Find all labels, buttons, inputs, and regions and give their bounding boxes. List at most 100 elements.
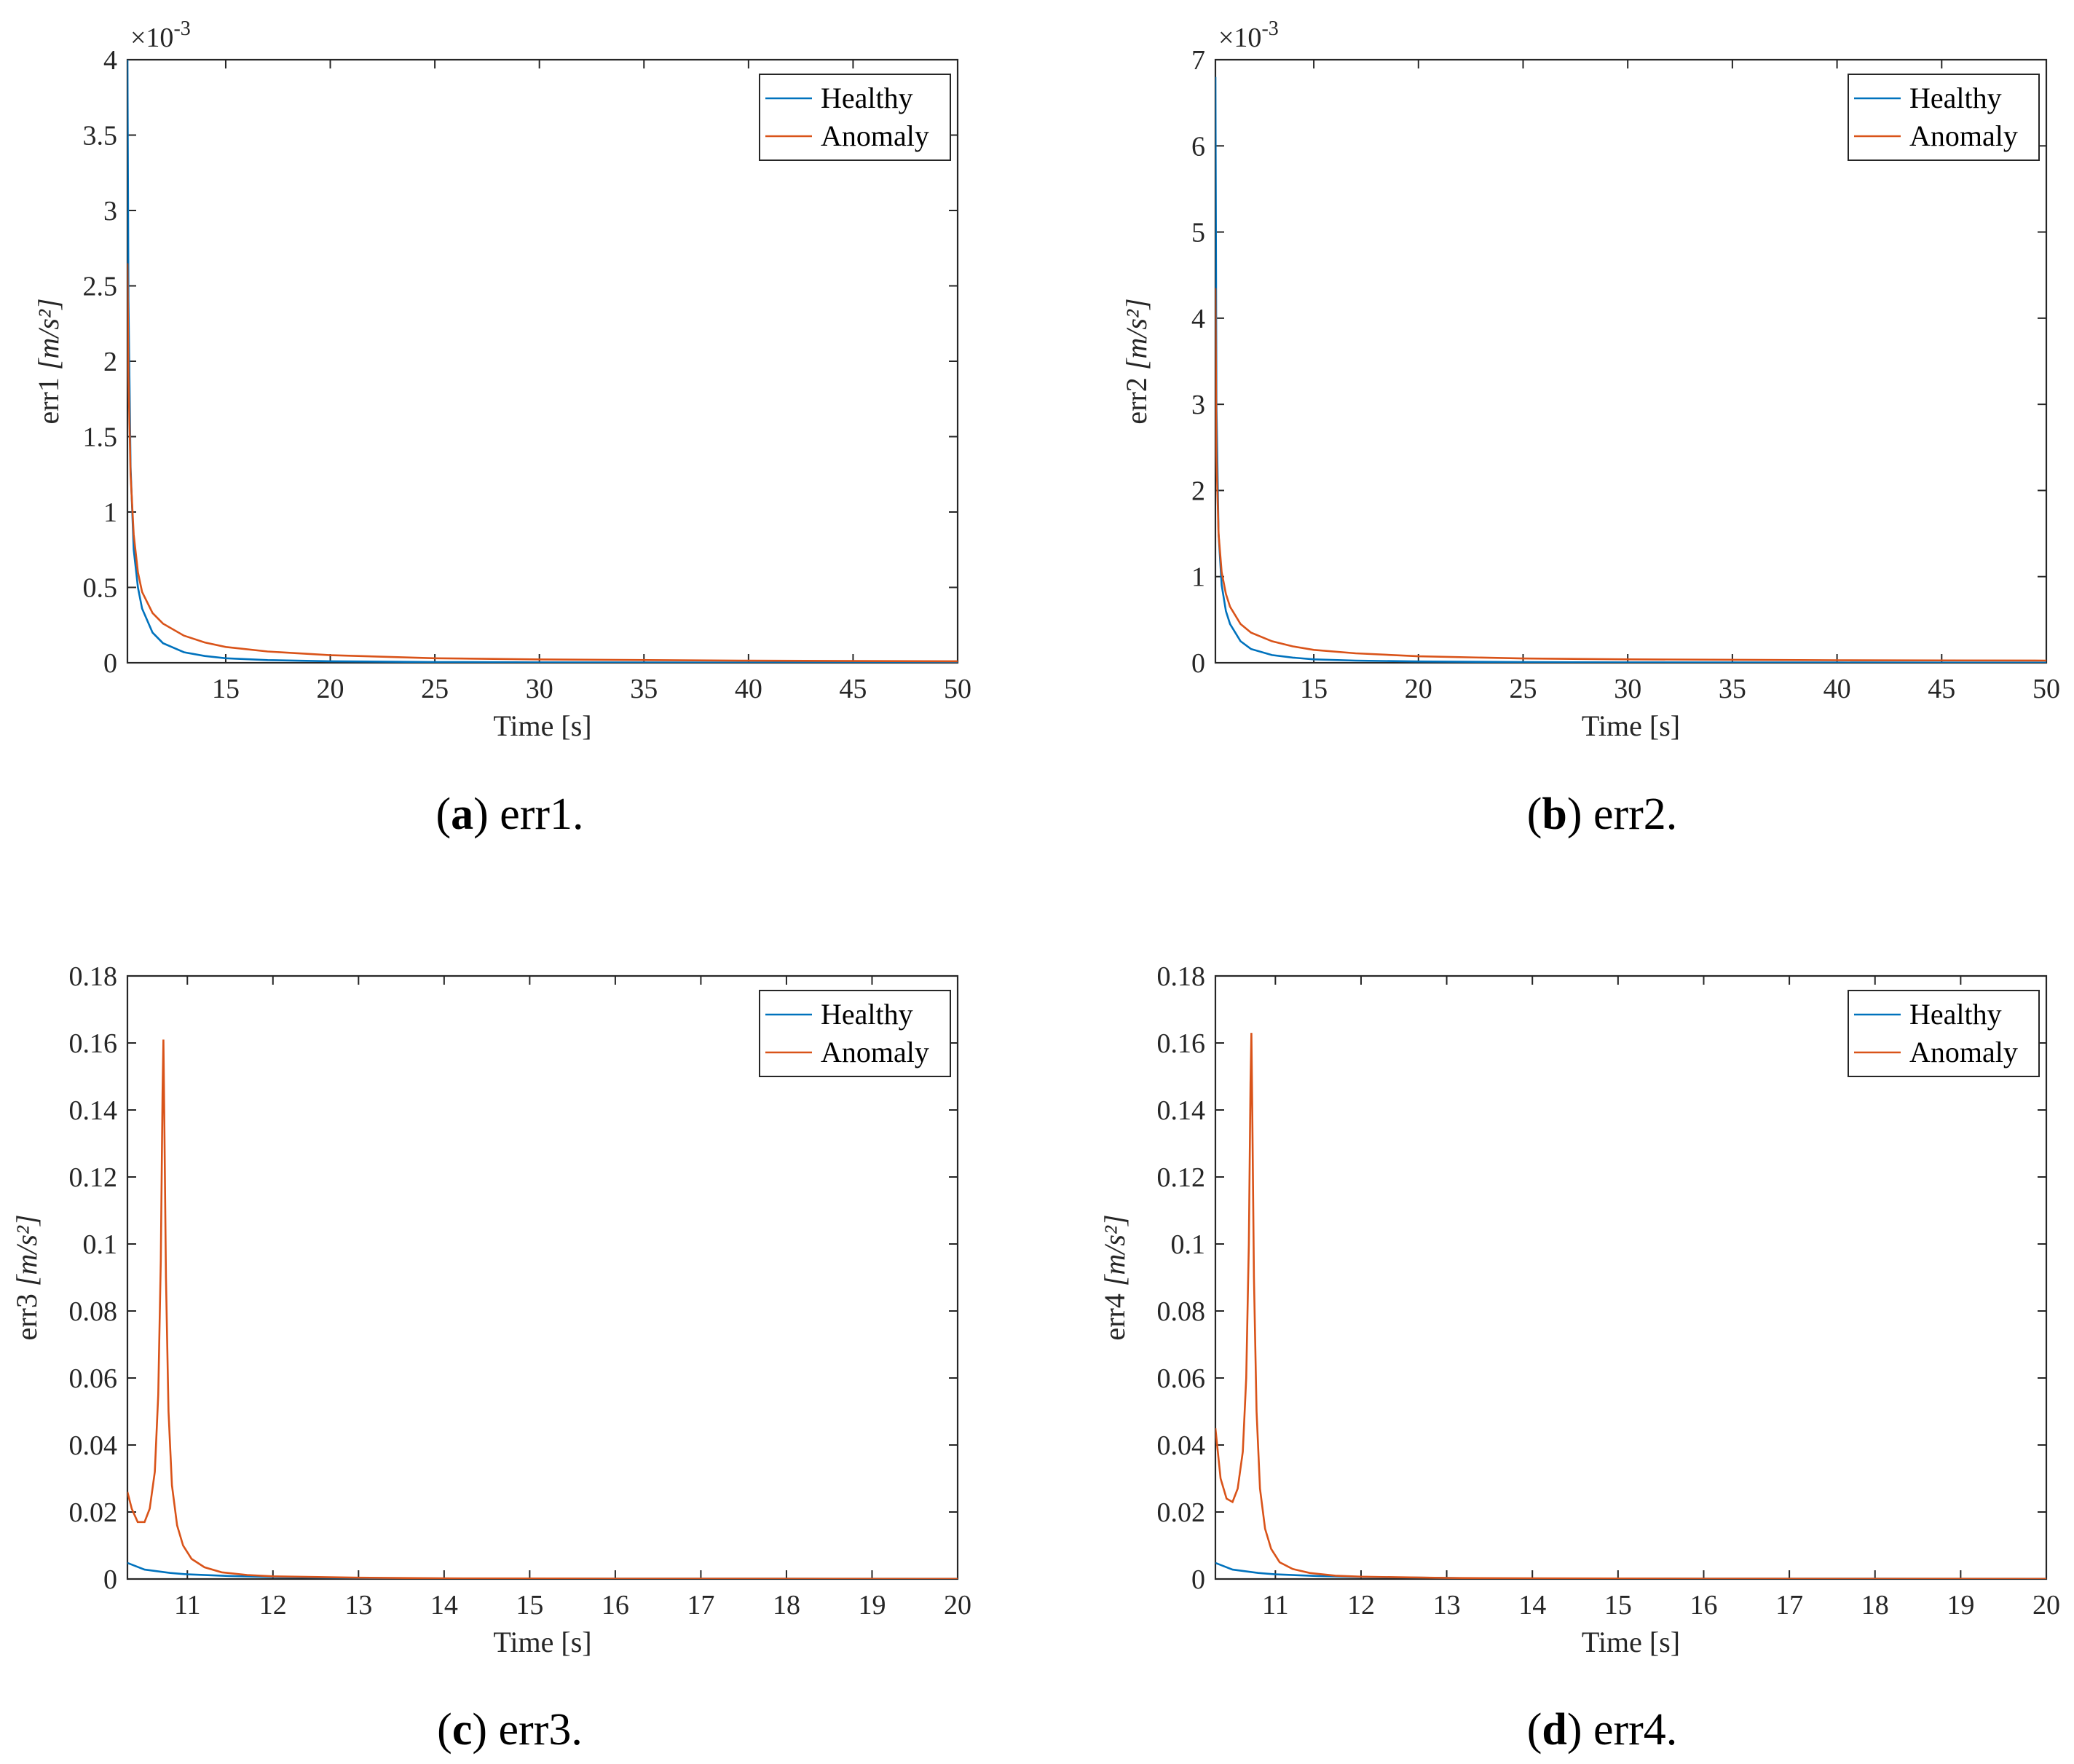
x-axis-label: Time [s] bbox=[493, 709, 591, 742]
y-tick-label: 0.12 bbox=[69, 1162, 118, 1193]
y-tick-label: 0.18 bbox=[1157, 961, 1206, 992]
y-tick-label: 0.06 bbox=[1157, 1363, 1206, 1394]
y-tick-label: 6 bbox=[1191, 131, 1205, 162]
y-axis-multiplier: ×10-3 bbox=[1218, 17, 1279, 53]
x-tick-label: 11 bbox=[174, 1590, 201, 1621]
y-tick-label: 5 bbox=[1191, 218, 1205, 248]
legend-label-healthy: Healthy bbox=[821, 82, 913, 114]
y-tick-label: 2.5 bbox=[83, 272, 118, 302]
x-tick-label: 14 bbox=[430, 1590, 458, 1621]
x-tick-label: 25 bbox=[1509, 674, 1537, 704]
y-tick-label: 0.12 bbox=[1157, 1162, 1206, 1193]
panel-d: 11 12 13 14 15 16 17 18 19 20 0 0.02 0.04 0.06 0.08 0.1… bbox=[1098, 961, 2060, 1755]
y-tick-label: 4 bbox=[103, 45, 117, 76]
y-tick-label: 0.02 bbox=[69, 1497, 118, 1528]
x-tick-label: 13 bbox=[344, 1590, 372, 1621]
y-tick-label: 0.04 bbox=[1157, 1430, 1206, 1461]
y-tick-label: 1 bbox=[1191, 562, 1205, 593]
x-tick-label: 50 bbox=[2032, 674, 2060, 704]
series-line-healthy bbox=[1215, 76, 2046, 663]
x-tick-label: 16 bbox=[602, 1590, 629, 1621]
y-tick-label: 1.5 bbox=[83, 422, 118, 453]
y-tick-label: 0.1 bbox=[83, 1229, 118, 1260]
x-tick-label: 20 bbox=[317, 674, 344, 704]
x-tick-label: 30 bbox=[526, 674, 553, 704]
x-tick-label: 12 bbox=[1347, 1590, 1375, 1621]
y-tick-label: 0 bbox=[103, 1564, 117, 1595]
x-tick-label: 19 bbox=[1947, 1590, 1974, 1621]
y-tick-label: 2 bbox=[1191, 476, 1205, 506]
legend-label-anomaly: Anomaly bbox=[1909, 1036, 2018, 1068]
y-tick-label: 0.04 bbox=[69, 1430, 118, 1461]
y-axis-label: err2 [m/s²] bbox=[1120, 298, 1153, 424]
x-tick-label: 20 bbox=[944, 1590, 971, 1621]
series-line-healthy bbox=[127, 1562, 958, 1579]
y-tick-label: 0.06 bbox=[69, 1363, 118, 1394]
x-tick-label: 50 bbox=[944, 674, 971, 704]
y-tick-label: 0.02 bbox=[1157, 1497, 1206, 1528]
y-axis-label: err3 [m/s²] bbox=[10, 1214, 43, 1340]
y-tick-label: 3 bbox=[1191, 390, 1205, 420]
panel-caption: (b) err2. bbox=[1527, 790, 1678, 839]
y-tick-label: 0 bbox=[103, 648, 117, 679]
y-tick-label: 3 bbox=[103, 196, 117, 227]
y-tick-label: 0.5 bbox=[83, 573, 118, 604]
y-axis-label: err4 [m/s²] bbox=[1098, 1214, 1131, 1340]
x-axis-label: Time [s] bbox=[493, 1626, 591, 1658]
x-tick-label: 15 bbox=[516, 1590, 543, 1621]
x-tick-label: 40 bbox=[735, 674, 762, 704]
x-axis-label: Time [s] bbox=[1582, 709, 1680, 742]
x-tick-label: 18 bbox=[773, 1590, 800, 1621]
x-tick-label: 14 bbox=[1518, 1590, 1546, 1621]
y-tick-label: 0.14 bbox=[69, 1095, 118, 1126]
legend-box bbox=[1848, 990, 2040, 1077]
y-tick-label: 0.16 bbox=[69, 1028, 118, 1059]
legend-box bbox=[1848, 74, 2040, 161]
panel-c: 11 12 13 14 15 16 17 18 19 20 0 0.02 0.04 0.06 0.08 0.1… bbox=[10, 961, 971, 1755]
y-tick-label: 7 bbox=[1191, 45, 1205, 76]
y-tick-label: 2 bbox=[103, 347, 117, 377]
x-tick-label: 45 bbox=[1928, 674, 1955, 704]
y-tick-label: 0.1 bbox=[1171, 1229, 1206, 1260]
x-tick-label: 15 bbox=[1604, 1590, 1632, 1621]
x-tick-label: 17 bbox=[1775, 1590, 1803, 1621]
x-tick-label: 15 bbox=[212, 674, 240, 704]
legend-label-healthy: Healthy bbox=[821, 998, 913, 1031]
x-tick-label: 16 bbox=[1689, 1590, 1717, 1621]
panel-caption: (c) err3. bbox=[437, 1705, 583, 1755]
x-tick-label: 20 bbox=[2032, 1590, 2060, 1621]
x-tick-label: 13 bbox=[1433, 1590, 1461, 1621]
legend-label-anomaly: Anomaly bbox=[1909, 119, 2018, 152]
y-tick-label: 0.18 bbox=[69, 961, 118, 992]
x-tick-label: 17 bbox=[687, 1590, 714, 1621]
x-tick-label: 25 bbox=[421, 674, 449, 704]
x-tick-label: 30 bbox=[1614, 674, 1641, 704]
x-tick-label: 40 bbox=[1823, 674, 1851, 704]
x-tick-label: 15 bbox=[1300, 674, 1328, 704]
y-tick-label: 0.08 bbox=[69, 1296, 118, 1327]
series-line-anomaly bbox=[127, 1039, 958, 1579]
x-axis-label: Time [s] bbox=[1582, 1626, 1680, 1658]
legend-label-healthy: Healthy bbox=[1909, 998, 2002, 1031]
x-tick-label: 19 bbox=[858, 1590, 886, 1621]
y-tick-label: 3.5 bbox=[83, 121, 118, 151]
y-axis-multiplier: ×10-3 bbox=[130, 17, 191, 53]
series-line-anomaly bbox=[1215, 288, 2046, 662]
x-tick-label: 18 bbox=[1861, 1590, 1889, 1621]
panel-caption: (a) err1. bbox=[435, 790, 583, 839]
x-tick-label: 45 bbox=[839, 674, 867, 704]
panel-a: 15 20 25 30 35 40 45 50 0 0.5 1 1.5 2 2.5 3 3.5 4 ×10-3 Ti… bbox=[32, 17, 971, 839]
x-tick-label: 35 bbox=[1719, 674, 1746, 704]
legend-box bbox=[759, 990, 951, 1077]
y-tick-label: 0.08 bbox=[1157, 1296, 1206, 1327]
y-tick-label: 4 bbox=[1191, 304, 1205, 334]
y-tick-label: 0.14 bbox=[1157, 1095, 1206, 1126]
y-tick-label: 0 bbox=[1191, 648, 1205, 679]
series-line-anomaly bbox=[1215, 1033, 2046, 1579]
x-tick-label: 20 bbox=[1405, 674, 1432, 704]
series-line-anomaly bbox=[127, 263, 958, 663]
y-tick-label: 0 bbox=[1191, 1564, 1205, 1595]
legend-box bbox=[759, 74, 951, 161]
